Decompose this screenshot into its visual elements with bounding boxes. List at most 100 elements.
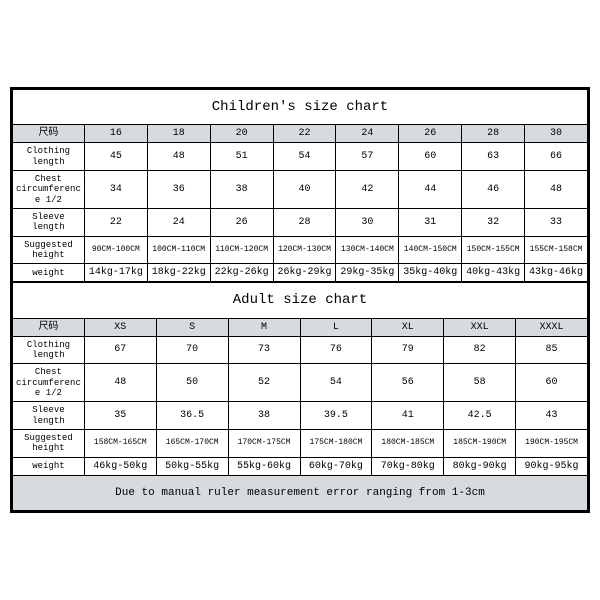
adult-header-label: 尺码: [13, 318, 85, 336]
adult-size-4: XL: [372, 318, 444, 336]
children-cell: 22kg-26kg: [210, 264, 273, 282]
adult-cell: 190CM-195CM: [516, 429, 588, 457]
children-size-0: 16: [84, 125, 147, 143]
adult-cell: 165CM-170CM: [156, 429, 228, 457]
children-cell: 66: [525, 143, 588, 171]
children-cell: 43kg-46kg: [525, 264, 588, 282]
children-cell: 32: [462, 208, 525, 236]
children-cell: 29kg-35kg: [336, 264, 399, 282]
children-cell: 48: [147, 143, 210, 171]
adult-cell: 46kg-50kg: [84, 457, 156, 475]
children-cell: 45: [84, 143, 147, 171]
children-cell: 150CM-155CM: [462, 236, 525, 264]
adult-cell: 180CM-185CM: [372, 429, 444, 457]
children-size-3: 22: [273, 125, 336, 143]
children-cell: 140CM-150CM: [399, 236, 462, 264]
adult-cell: 73: [228, 336, 300, 364]
children-cell: 40kg-43kg: [462, 264, 525, 282]
children-cell: 31: [399, 208, 462, 236]
adult-size-5: XXL: [444, 318, 516, 336]
adult-cell: 39.5: [300, 402, 372, 430]
adult-cell: 170CM-175CM: [228, 429, 300, 457]
adult-cell: 56: [372, 364, 444, 402]
children-cell: 38: [210, 170, 273, 208]
children-cell: 155CM-158CM: [525, 236, 588, 264]
children-cell: 46: [462, 170, 525, 208]
adult-title: Adult size chart: [13, 283, 588, 318]
adult-cell: 80kg-90kg: [444, 457, 516, 475]
adult-cell: 79: [372, 336, 444, 364]
children-cell: 40: [273, 170, 336, 208]
children-cell: 90CM-100CM: [84, 236, 147, 264]
adult-cell: 50: [156, 364, 228, 402]
adult-row: Clothing length67707376798285: [13, 336, 588, 364]
adult-row-label: Clothing length: [13, 336, 85, 364]
adult-row: Sleeve length3536.53839.54142.543: [13, 402, 588, 430]
children-cell: 24: [147, 208, 210, 236]
children-cell: 35kg-40kg: [399, 264, 462, 282]
children-row-label: Chest circumference 1/2: [13, 170, 85, 208]
children-cell: 54: [273, 143, 336, 171]
children-cell: 36: [147, 170, 210, 208]
children-cell: 60: [399, 143, 462, 171]
adult-size-6: XXXL: [516, 318, 588, 336]
adult-cell: 41: [372, 402, 444, 430]
adult-size-table: Adult size chart 尺码 XS S M L XL XXL XXXL…: [12, 282, 588, 511]
children-size-6: 28: [462, 125, 525, 143]
adult-cell: 54: [300, 364, 372, 402]
children-size-4: 24: [336, 125, 399, 143]
adult-cell: 82: [444, 336, 516, 364]
adult-size-2: M: [228, 318, 300, 336]
adult-cell: 55kg-60kg: [228, 457, 300, 475]
children-size-7: 30: [525, 125, 588, 143]
children-row: Suggested height90CM-100CM100CM-110CM110…: [13, 236, 588, 264]
children-cell: 100CM-110CM: [147, 236, 210, 264]
adult-row-label: Sleeve length: [13, 402, 85, 430]
adult-cell: 48: [84, 364, 156, 402]
children-cell: 34: [84, 170, 147, 208]
children-size-5: 26: [399, 125, 462, 143]
children-row-label: Suggested height: [13, 236, 85, 264]
children-cell: 22: [84, 208, 147, 236]
children-row: weight14kg-17kg18kg-22kg22kg-26kg26kg-29…: [13, 264, 588, 282]
adult-row: weight46kg-50kg50kg-55kg55kg-60kg60kg-70…: [13, 457, 588, 475]
adult-cell: 38: [228, 402, 300, 430]
adult-header-row: 尺码 XS S M L XL XXL XXXL: [13, 318, 588, 336]
children-row: Clothing length4548515457606366: [13, 143, 588, 171]
adult-cell: 175CM-180CM: [300, 429, 372, 457]
children-header-row: 尺码 16 18 20 22 24 26 28 30: [13, 125, 588, 143]
children-cell: 26: [210, 208, 273, 236]
adult-cell: 70: [156, 336, 228, 364]
children-cell: 44: [399, 170, 462, 208]
children-row: Chest circumference 1/23436384042444648: [13, 170, 588, 208]
children-cell: 51: [210, 143, 273, 171]
adult-row-label: weight: [13, 457, 85, 475]
children-cell: 18kg-22kg: [147, 264, 210, 282]
children-cell: 26kg-29kg: [273, 264, 336, 282]
children-cell: 63: [462, 143, 525, 171]
children-cell: 42: [336, 170, 399, 208]
adult-cell: 70kg-80kg: [372, 457, 444, 475]
measurement-note: Due to manual ruler measurement error ra…: [13, 475, 588, 510]
adult-row-label: Suggested height: [13, 429, 85, 457]
children-size-1: 18: [147, 125, 210, 143]
children-header-label: 尺码: [13, 125, 85, 143]
size-chart-container: Children's size chart 尺码 16 18 20 22 24 …: [10, 87, 590, 513]
children-title-row: Children's size chart: [13, 90, 588, 125]
adult-row: Suggested height158CM-165CM165CM-170CM17…: [13, 429, 588, 457]
adult-cell: 42.5: [444, 402, 516, 430]
children-cell: 130CM-140CM: [336, 236, 399, 264]
children-row: Sleeve length2224262830313233: [13, 208, 588, 236]
children-cell: 110CM-120CM: [210, 236, 273, 264]
children-cell: 33: [525, 208, 588, 236]
adult-cell: 58: [444, 364, 516, 402]
adult-row-label: Chest circumference 1/2: [13, 364, 85, 402]
adult-cell: 185CM-190CM: [444, 429, 516, 457]
adult-cell: 60kg-70kg: [300, 457, 372, 475]
adult-cell: 76: [300, 336, 372, 364]
children-row-label: Clothing length: [13, 143, 85, 171]
children-title: Children's size chart: [13, 90, 588, 125]
adult-cell: 35: [84, 402, 156, 430]
adult-title-row: Adult size chart: [13, 283, 588, 318]
children-cell: 28: [273, 208, 336, 236]
